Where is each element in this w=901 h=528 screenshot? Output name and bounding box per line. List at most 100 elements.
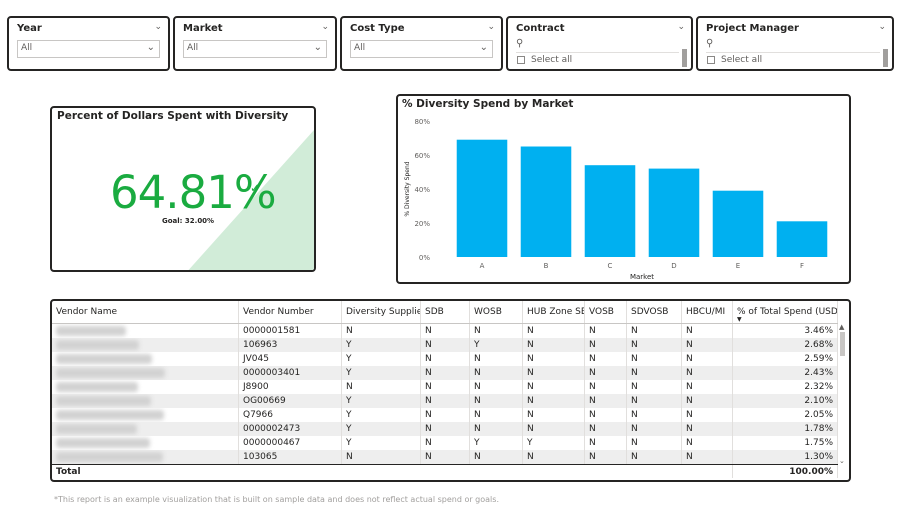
table-cell: N	[627, 324, 682, 338]
table-cell: N	[627, 450, 682, 464]
column-header[interactable]: Vendor Number	[239, 301, 342, 323]
chevron-down-icon[interactable]: ⌄	[677, 22, 685, 32]
column-header[interactable]: VOSB	[585, 301, 627, 323]
market-slicer[interactable]: Market ⌄ All ⌄	[173, 16, 337, 71]
column-header[interactable]: Diversity Supplier	[342, 301, 421, 323]
chevron-down-icon[interactable]: ⌄	[878, 22, 886, 32]
checkbox[interactable]	[517, 56, 525, 64]
market-dropdown[interactable]: All ⌄	[183, 40, 327, 58]
y-tick-label: 40%	[414, 186, 430, 194]
table-cell: JV045	[239, 352, 342, 366]
select-all-option[interactable]: Select all	[707, 55, 762, 65]
table-cell: J8900	[239, 380, 342, 394]
table-row[interactable]: 0000002473 Y N N N N N N 1.78%	[52, 422, 838, 436]
table-cell: N	[470, 394, 523, 408]
bar-B[interactable]	[520, 146, 572, 258]
search-icon[interactable]: ⚲	[516, 38, 524, 49]
column-header[interactable]: SDB	[421, 301, 470, 323]
table-row[interactable]: 0000001581 N N N N N N N 3.46%	[52, 324, 838, 338]
bar-D[interactable]	[648, 168, 700, 257]
column-header[interactable]: WOSB	[470, 301, 523, 323]
kpi-goal: Goal: 32.00%	[162, 217, 215, 225]
scrollbar[interactable]	[883, 49, 888, 67]
table-scrollbar[interactable]: ▲ ⌄	[839, 323, 846, 467]
table-cell: Y	[470, 436, 523, 450]
chevron-down-icon[interactable]: ⌄	[487, 22, 495, 32]
table-cell: N	[682, 380, 733, 394]
vendor-name-redacted	[52, 450, 239, 464]
table-cell: N	[421, 366, 470, 380]
table-cell: 1.78%	[733, 422, 838, 436]
column-header[interactable]: Vendor Name	[52, 301, 239, 323]
table-cell: 1.75%	[733, 436, 838, 450]
scrollbar[interactable]	[682, 49, 687, 67]
vendor-name-redacted	[52, 422, 239, 436]
table-row[interactable]: JV045 Y N N N N N N 2.59%	[52, 352, 838, 366]
bar-E[interactable]	[712, 190, 764, 257]
table-cell: N	[421, 436, 470, 450]
table-cell: N	[585, 366, 627, 380]
table-row[interactable]: J8900 N N N N N N N 2.32%	[52, 380, 838, 394]
cost-type-slicer[interactable]: Cost Type ⌄ All ⌄	[340, 16, 503, 71]
check-icon: ✓	[250, 181, 261, 195]
year-dropdown[interactable]: All ⌄	[17, 40, 160, 58]
table-cell: N	[627, 436, 682, 450]
slicer-title: Cost Type	[350, 23, 405, 34]
y-axis-label: % Diversity Spend	[404, 161, 411, 216]
column-header[interactable]: HBCU/MI	[682, 301, 733, 323]
bar-A[interactable]	[456, 139, 508, 257]
table-row[interactable]: 0000003401 Y N N N N N N 2.43%	[52, 366, 838, 380]
search-icon[interactable]: ⚲	[706, 38, 714, 49]
column-header[interactable]: SDVOSB	[627, 301, 682, 323]
chevron-down-icon[interactable]: ⌄	[839, 457, 845, 465]
cost-type-dropdown[interactable]: All ⌄	[350, 40, 493, 58]
checkbox[interactable]	[707, 56, 715, 64]
kpi-card[interactable]: Percent of Dollars Spent with Diversity …	[50, 106, 316, 272]
diversity-spend-chart[interactable]: % Diversity Spend by Market 0% 20% 40% 60% 8…	[396, 94, 851, 284]
chevron-down-icon[interactable]: ⌄	[154, 22, 162, 32]
year-slicer[interactable]: Year ⌄ All ⌄	[7, 16, 170, 71]
redaction-blur	[56, 340, 139, 350]
chevron-up-icon[interactable]: ▲	[839, 323, 845, 331]
table-cell: N	[627, 422, 682, 436]
table-header: Vendor Name Vendor Number Diversity Suppli…	[52, 301, 838, 324]
table-row[interactable]: 106963 Y N Y N N N N 2.68%	[52, 338, 838, 352]
bar-C[interactable]	[584, 165, 636, 257]
table-row[interactable]: 103065 N N N N N N N 1.30%	[52, 450, 838, 464]
table-cell: N	[523, 422, 585, 436]
vendor-table[interactable]: Vendor Name Vendor Number Diversity Suppli…	[50, 299, 851, 482]
table-cell: N	[421, 338, 470, 352]
column-header[interactable]: % of Total Spend (USD) ▼	[733, 301, 838, 323]
table-row[interactable]: 0000000467 Y N Y Y N N N 1.75%	[52, 436, 838, 450]
table-cell: 1.30%	[733, 450, 838, 464]
table-cell: N	[523, 450, 585, 464]
scrollbar-thumb[interactable]	[840, 332, 845, 356]
redaction-blur	[56, 410, 164, 420]
select-all-option[interactable]: Select all	[517, 55, 572, 65]
contract-slicer[interactable]: Contract ⌄ ⚲ Select all	[506, 16, 693, 71]
redaction-blur	[56, 354, 152, 364]
chevron-down-icon[interactable]: ⌄	[321, 22, 329, 32]
table-cell: N	[682, 436, 733, 450]
table-cell: N	[342, 450, 421, 464]
table-cell: 0000002473	[239, 422, 342, 436]
table-cell: Y	[342, 394, 421, 408]
table-cell: N	[682, 366, 733, 380]
table-row[interactable]: OG00669 Y N N N N N N 2.10%	[52, 394, 838, 408]
total-value: 100.00%	[733, 465, 838, 478]
table-row[interactable]: Q7966 Y N N N N N N 2.05%	[52, 408, 838, 422]
sort-desc-icon[interactable]: ▼	[737, 316, 742, 323]
table-cell: Y	[342, 408, 421, 422]
table-cell: Y	[342, 422, 421, 436]
slicer-title: Market	[183, 23, 223, 34]
table-cell: N	[523, 408, 585, 422]
project-manager-slicer[interactable]: Project Manager ⌄ ⚲ Select all	[696, 16, 894, 71]
total-label: Total	[52, 465, 733, 478]
table-cell: 2.68%	[733, 338, 838, 352]
bar-F[interactable]	[776, 221, 828, 257]
table-cell: 2.10%	[733, 394, 838, 408]
slicer-title: Project Manager	[706, 23, 799, 34]
column-header[interactable]: HUB Zone SB	[523, 301, 585, 323]
table-cell: 2.05%	[733, 408, 838, 422]
y-tick-label: 20%	[414, 220, 430, 228]
